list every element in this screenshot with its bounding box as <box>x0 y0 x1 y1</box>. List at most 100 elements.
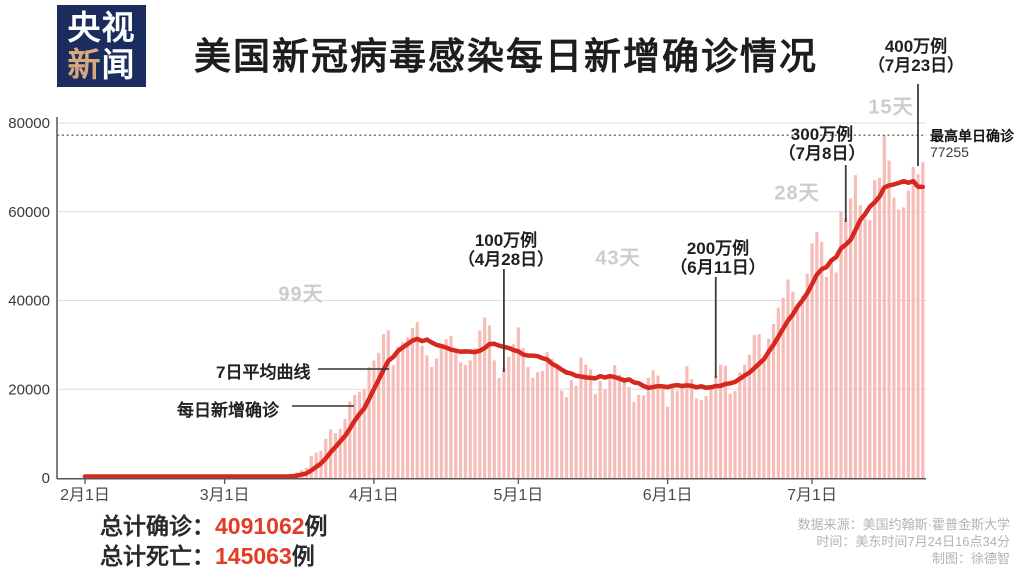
x-axis-tick-label: 2月1日 <box>60 487 110 504</box>
daily-bar <box>651 370 655 478</box>
daily-bar <box>853 175 857 479</box>
daily-bar <box>579 357 583 478</box>
daily-bar <box>396 346 400 478</box>
daily-bar <box>454 353 458 478</box>
total-confirmed-label: 总计确诊： <box>100 513 215 539</box>
daily-bar <box>338 428 342 478</box>
daily-bar <box>415 322 419 478</box>
daily-bar <box>593 394 597 478</box>
daily-bar <box>834 272 838 478</box>
y-axis-tick-label: 40000 <box>8 293 50 310</box>
daily-bar <box>536 372 540 478</box>
daily-bar <box>820 241 824 478</box>
daily-bar <box>343 418 347 478</box>
daily-bar <box>805 273 809 478</box>
daily-bar <box>632 401 636 478</box>
daily-bar <box>487 325 492 478</box>
daily-bar <box>709 387 713 478</box>
daily-bar <box>767 338 771 478</box>
daily-bar <box>670 385 675 478</box>
interval-43-days-label: 43天 <box>595 247 641 270</box>
daily-bar <box>916 174 920 479</box>
daily-bar <box>511 344 516 478</box>
daily-bar <box>617 374 622 478</box>
y-axis-tick-label: 20000 <box>8 381 50 398</box>
daily-bar <box>858 205 862 478</box>
time-line: 时间：美东时间7月24日16点34分 <box>816 534 1010 549</box>
daily-bar <box>497 377 501 478</box>
daily-bar <box>425 355 429 478</box>
milestone-3m-label: 300万例 （7月8日） <box>779 125 866 163</box>
total-confirmed-row: 总计确诊：4091062例 <box>100 511 328 541</box>
logo-text-row1: 央视 <box>67 9 136 46</box>
daily-bar <box>502 367 506 478</box>
daily-bar <box>877 177 882 478</box>
daily-bar <box>540 370 545 478</box>
y-axis-tick-label: 60000 <box>8 204 50 221</box>
daily-bar <box>815 231 819 478</box>
daily-bar <box>844 217 848 478</box>
total-deaths-value: 145063 <box>215 543 292 569</box>
daily-bar <box>449 336 453 478</box>
milestone-4m-title: 400万例 <box>884 37 948 56</box>
daily-bar <box>694 398 699 478</box>
milestone-1m-title: 100万例 <box>474 231 538 250</box>
daily-bar <box>430 366 434 478</box>
daily-bar <box>367 367 371 478</box>
daily-bar <box>839 211 843 479</box>
milestone-4m-date: （7月23日） <box>867 56 965 75</box>
daily-bar <box>641 395 646 478</box>
max-daily-cases-label: 最高单日确诊 77255 <box>930 128 1014 160</box>
logo-char-wen: 闻 <box>101 46 136 83</box>
daily-bar <box>882 135 886 478</box>
daily-bar <box>434 358 439 478</box>
daily-bar <box>613 365 617 478</box>
daily-bar <box>776 307 780 478</box>
total-deaths-label: 总计死亡： <box>100 543 215 569</box>
daily-bar <box>911 166 915 478</box>
daily-bar <box>690 378 694 478</box>
milestone-2m-title: 200万例 <box>686 239 750 258</box>
daily-bar <box>372 360 376 478</box>
daily-bar <box>733 391 737 478</box>
interval-15-days-label: 15天 <box>868 96 914 119</box>
daily-bar <box>555 365 559 478</box>
daily-bar <box>478 330 482 478</box>
daily-bar <box>598 381 602 478</box>
milestone-4m-label: 400万例 （7月23日） <box>868 37 964 75</box>
daily-bar <box>468 360 472 478</box>
daily-bar <box>483 317 487 478</box>
y-axis-tick-label: 80000 <box>8 115 50 132</box>
daily-bar <box>507 356 511 478</box>
daily-bar <box>391 365 395 478</box>
max-daily-cases-title: 最高单日确诊 <box>930 128 1014 144</box>
daily-bar <box>675 390 679 478</box>
daily-bar <box>401 342 405 478</box>
daily-bar <box>921 162 925 479</box>
daily-bar <box>873 180 877 478</box>
daily-bar <box>377 352 381 478</box>
interval-99-days-label: 99天 <box>278 283 324 306</box>
total-deaths-row: 总计死亡：145063例 <box>100 541 328 571</box>
daily-bar <box>824 276 829 478</box>
daily-bar <box>796 306 800 478</box>
author-line: 制图：徐德智 <box>931 551 1010 566</box>
source-line: 数据来源：美国约翰斯·霍普金斯大学 <box>797 517 1010 532</box>
daily-bar <box>560 390 564 478</box>
daily-bar <box>473 348 477 478</box>
daily-bar <box>531 377 535 478</box>
daily-bar <box>848 198 853 479</box>
daily-bar <box>458 362 463 478</box>
daily-bar <box>868 220 872 478</box>
daily-bar <box>781 297 785 478</box>
daily-bar <box>584 364 588 478</box>
daily-bar <box>718 364 723 478</box>
x-axis-tick-label: 5月1日 <box>493 487 543 504</box>
x-axis-tick-label: 3月1日 <box>200 487 250 504</box>
total-confirmed-value: 4091062 <box>215 513 305 539</box>
milestone-3m-date: （7月8日） <box>778 144 866 163</box>
milestone-1m-date: （4月28日） <box>457 250 555 269</box>
daily-bar <box>406 337 410 478</box>
daily-bar <box>757 334 761 478</box>
